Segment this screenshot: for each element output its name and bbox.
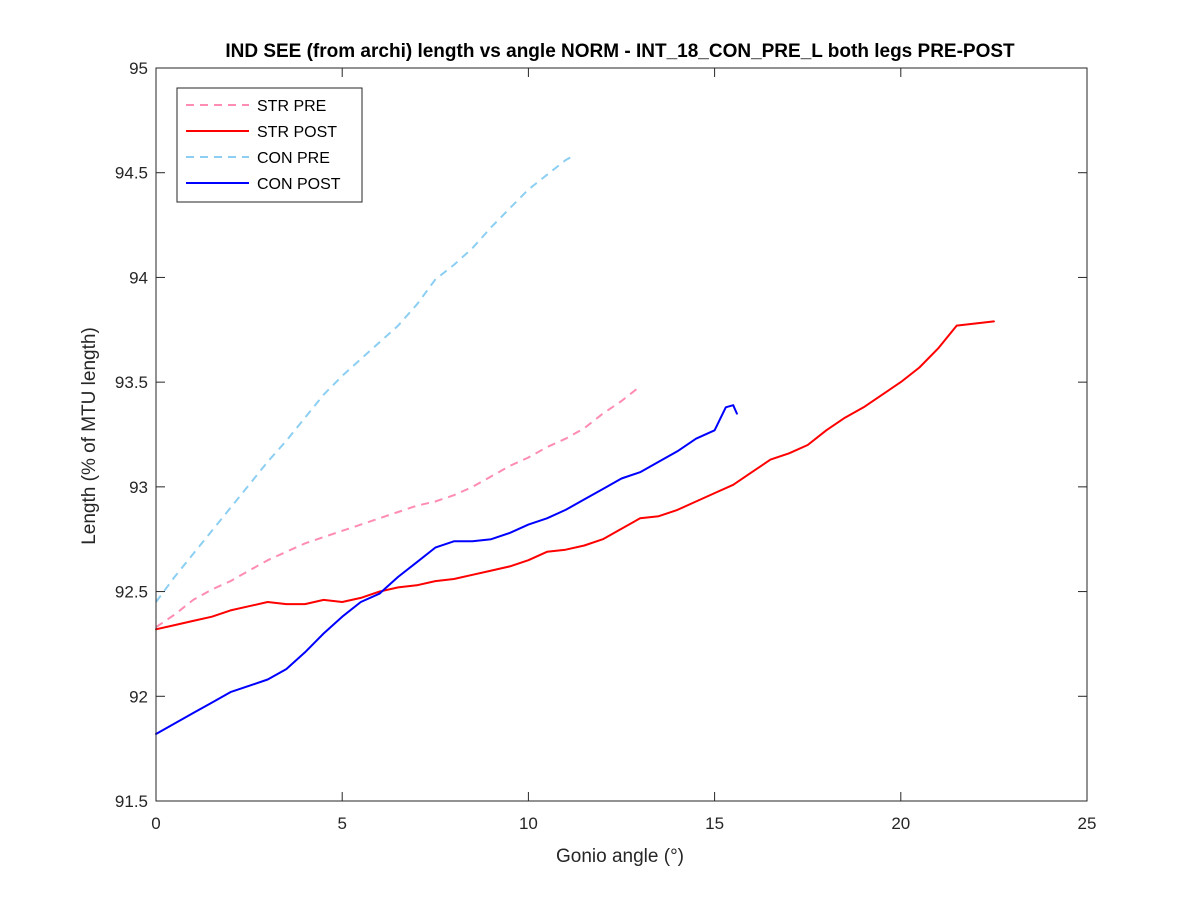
y-tick-label: 92 bbox=[129, 687, 148, 706]
series-line-con-pre bbox=[155, 155, 574, 603]
series-line-str-post bbox=[155, 320, 995, 631]
legend-label: CON PRE bbox=[257, 150, 330, 167]
chart-title: IND SEE (from archi) length vs angle NOR… bbox=[225, 41, 1015, 62]
x-tick-label: 15 bbox=[705, 814, 724, 833]
y-tick-label: 94 bbox=[129, 268, 148, 287]
y-tick-label: 92.5 bbox=[115, 583, 148, 602]
legend-label: STR POST bbox=[257, 124, 337, 141]
series-line-str-pre bbox=[155, 385, 641, 629]
y-tick-label: 95 bbox=[129, 59, 148, 78]
series-line-con-post bbox=[155, 404, 738, 735]
y-axis-title: Length (% of MTU length) bbox=[79, 327, 100, 545]
x-axis-title: Gonio angle (°) bbox=[556, 846, 684, 867]
y-tick-label: 93.5 bbox=[115, 373, 148, 392]
x-tick-label: 5 bbox=[337, 814, 346, 833]
x-tick-label: 10 bbox=[519, 814, 538, 833]
legend: STR PRE STR POST CON PRE CON POST bbox=[176, 87, 363, 203]
y-tick-label: 93 bbox=[129, 478, 148, 497]
x-tick-label: 0 bbox=[151, 814, 160, 833]
y-tick-label: 91.5 bbox=[115, 792, 148, 811]
y-tick-label: 94.5 bbox=[115, 164, 148, 183]
legend-label: STR PRE bbox=[257, 98, 326, 115]
plot-frame bbox=[155, 67, 1088, 802]
x-tick-label: 20 bbox=[891, 814, 910, 833]
series-layer bbox=[155, 155, 995, 735]
x-tick-label: 25 bbox=[1078, 814, 1097, 833]
axes-layer: 0 5 10 15 20 25 91.5 92 92.5 93 93.5 94 94.5 95 bbox=[115, 59, 1097, 833]
legend-label: CON POST bbox=[257, 176, 341, 193]
